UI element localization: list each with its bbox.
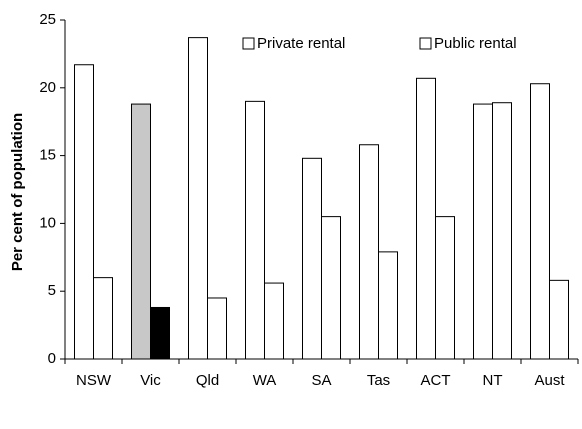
bar bbox=[549, 279, 569, 360]
legend-label: Public rental bbox=[434, 35, 517, 52]
y-tick-label: 20 bbox=[39, 79, 56, 96]
x-tick-label: WA bbox=[253, 372, 277, 389]
y-tick-label: 25 bbox=[39, 11, 56, 28]
bar bbox=[131, 103, 151, 360]
bar bbox=[302, 157, 322, 360]
x-tick-label: ACT bbox=[421, 372, 451, 389]
bar bbox=[321, 216, 341, 360]
bar bbox=[188, 37, 208, 360]
bar bbox=[435, 216, 455, 360]
bar bbox=[207, 297, 227, 360]
x-tick-label: NT bbox=[483, 372, 503, 389]
x-tick-label: SA bbox=[311, 372, 331, 389]
bar bbox=[473, 103, 493, 360]
bar bbox=[264, 282, 284, 360]
y-tick-label: 5 bbox=[48, 282, 56, 299]
x-tick-label: NSW bbox=[76, 372, 112, 389]
x-tick-label: Aust bbox=[534, 372, 565, 389]
bar bbox=[530, 83, 550, 360]
legend-swatch bbox=[419, 37, 432, 50]
bar bbox=[93, 277, 113, 360]
x-tick-label: Vic bbox=[140, 372, 161, 389]
x-tick-label: Qld bbox=[196, 372, 219, 389]
bar bbox=[74, 64, 94, 360]
y-tick-label: 0 bbox=[48, 350, 56, 367]
legend-swatch bbox=[242, 37, 255, 50]
y-tick-label: 10 bbox=[39, 214, 56, 231]
bar bbox=[359, 144, 379, 360]
bar bbox=[150, 306, 170, 360]
x-tick-label: Tas bbox=[367, 372, 390, 389]
bar bbox=[492, 102, 512, 360]
y-axis-label: Per cent of population bbox=[9, 113, 26, 271]
legend-label: Private rental bbox=[257, 35, 345, 52]
bar bbox=[416, 77, 436, 360]
bar bbox=[378, 251, 398, 360]
y-tick-label: 15 bbox=[39, 147, 56, 164]
bar bbox=[245, 100, 265, 360]
